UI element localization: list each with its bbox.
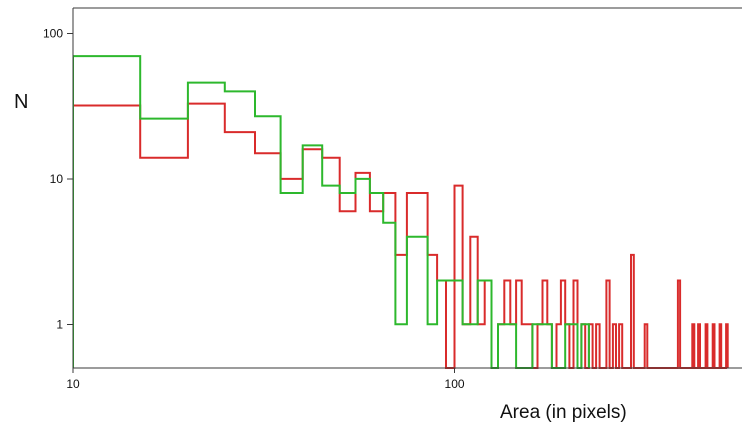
series-line-red [73, 102, 729, 369]
y-axis-title: N [14, 91, 28, 113]
y-tick-label: 1 [56, 317, 63, 331]
tick-layer: 10 100 1 10 100 [43, 27, 465, 391]
series-layer [73, 55, 729, 369]
y-tick-label: 10 [50, 172, 64, 186]
x-tick-label: 100 [445, 377, 465, 391]
y-tick-label: 100 [43, 27, 63, 41]
series-line-green [73, 55, 590, 369]
x-axis-title: Area (in pixels) [500, 402, 627, 423]
x-tick-label: 10 [66, 377, 80, 391]
